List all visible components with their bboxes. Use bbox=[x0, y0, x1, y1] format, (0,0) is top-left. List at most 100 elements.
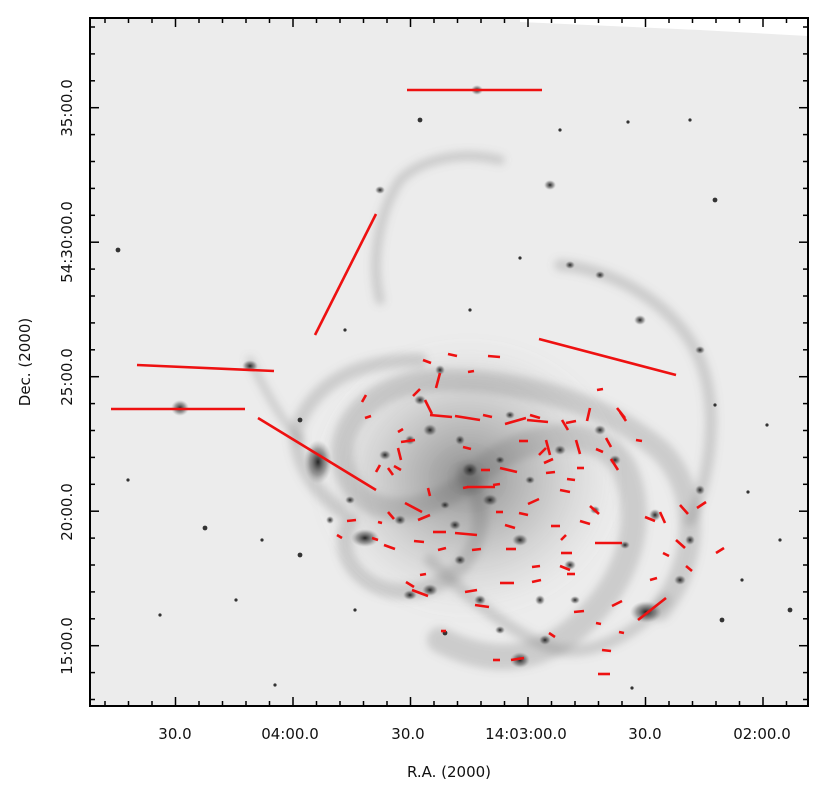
polarization-vector bbox=[544, 439, 552, 456]
galaxy-core-glow bbox=[318, 343, 618, 613]
polarization-vector bbox=[346, 518, 357, 523]
polarization-vector bbox=[404, 501, 423, 514]
star-forming-knot bbox=[403, 590, 417, 600]
star-forming-knot bbox=[422, 584, 438, 596]
star-forming-knot bbox=[440, 501, 450, 509]
polarization-vector bbox=[492, 482, 501, 487]
field-star bbox=[353, 608, 357, 612]
star-forming-knot bbox=[345, 496, 355, 504]
field-stars bbox=[115, 117, 793, 690]
polarization-vector bbox=[679, 504, 689, 515]
field-star bbox=[746, 490, 750, 494]
polarization-vectors bbox=[111, 88, 725, 676]
polarization-vector bbox=[471, 547, 482, 552]
polarization-vector bbox=[429, 413, 453, 419]
star-forming-knot bbox=[461, 462, 479, 478]
field-star bbox=[343, 328, 347, 332]
image-edge-blank bbox=[520, 18, 808, 36]
star-forming-knot bbox=[544, 180, 556, 190]
polarization-vector bbox=[464, 588, 478, 594]
polarization-vector bbox=[649, 576, 658, 582]
polarization-vector bbox=[426, 487, 432, 497]
star-forming-knot bbox=[455, 435, 465, 445]
star-forming-knot bbox=[379, 450, 391, 460]
polarization-vector bbox=[526, 418, 549, 424]
polarization-vector bbox=[360, 394, 368, 403]
x-axis-title: R.A. (2000) bbox=[407, 763, 491, 781]
polarization-vector bbox=[538, 447, 547, 456]
field-star bbox=[297, 417, 303, 423]
polarization-vector bbox=[596, 387, 604, 392]
field-star bbox=[713, 403, 717, 407]
star-forming-knot bbox=[595, 271, 605, 279]
polarization-vector bbox=[585, 407, 592, 422]
polarization-vector bbox=[387, 511, 395, 520]
polarization-vector bbox=[531, 578, 542, 584]
field-star bbox=[558, 128, 562, 132]
field-star bbox=[417, 117, 423, 123]
field-star bbox=[740, 578, 744, 582]
star-forming-knot bbox=[525, 476, 535, 484]
polarization-vector bbox=[573, 609, 585, 614]
polarization-vector bbox=[604, 437, 613, 448]
x-tick-labels: 30.0 04:00.0 30.0 14:03:00.0 30.0 02:00.… bbox=[158, 725, 790, 743]
polarization-vector bbox=[383, 543, 396, 551]
field-star bbox=[518, 256, 522, 260]
polarization-vector bbox=[257, 416, 377, 492]
polarization-vector bbox=[560, 534, 567, 541]
polarization-vector bbox=[543, 457, 554, 465]
field-star bbox=[688, 118, 692, 122]
polarization-vector bbox=[467, 369, 475, 374]
polarization-vector bbox=[474, 603, 490, 609]
y-axis-title: Dec. (2000) bbox=[16, 318, 34, 406]
field-star bbox=[126, 478, 130, 482]
star-forming-knot bbox=[423, 424, 437, 436]
polarization-vector bbox=[412, 388, 421, 397]
star-forming-knot bbox=[512, 534, 528, 546]
x-tick-label: 30.0 bbox=[158, 725, 191, 743]
field-star bbox=[778, 538, 782, 542]
star-forming-knot bbox=[454, 555, 466, 565]
polarization-vector bbox=[417, 513, 431, 522]
star-forming-knot bbox=[495, 456, 505, 464]
field-star bbox=[765, 423, 769, 427]
star-forming-knot bbox=[351, 529, 379, 547]
polarization-vector bbox=[574, 439, 582, 455]
star-forming-knot bbox=[565, 261, 575, 269]
polarization-vector bbox=[662, 551, 670, 558]
star-forming-knot bbox=[685, 535, 695, 545]
polarization-vector bbox=[618, 630, 625, 635]
polarization-vector bbox=[504, 416, 527, 426]
polarization-vector bbox=[136, 363, 275, 373]
polarization-vector bbox=[364, 414, 372, 420]
polarization-vector bbox=[396, 447, 403, 461]
y-tick-label: 15:00.0 bbox=[58, 617, 76, 675]
field-star bbox=[297, 552, 303, 558]
polarization-vector bbox=[615, 407, 627, 419]
x-tick-label: 30.0 bbox=[391, 725, 424, 743]
star-forming-knot bbox=[474, 595, 486, 605]
y-tick-label: 20:00.0 bbox=[58, 483, 76, 541]
polarization-vector bbox=[434, 372, 442, 389]
x-tick-label: 30.0 bbox=[628, 725, 661, 743]
polarization-vector bbox=[548, 631, 556, 639]
star-forming-knot bbox=[482, 494, 498, 506]
polarization-vector bbox=[658, 511, 667, 524]
polarization-vector bbox=[422, 358, 432, 365]
polarization-vector bbox=[518, 511, 529, 517]
axis-ticks bbox=[90, 18, 808, 706]
polarization-vector bbox=[559, 564, 571, 572]
polarization-vector bbox=[595, 621, 602, 626]
polarization-vector bbox=[529, 413, 541, 420]
polarization-vector bbox=[579, 519, 591, 526]
star-forming-knot bbox=[695, 485, 705, 495]
star-forming-knot bbox=[505, 411, 515, 419]
polarization-vector bbox=[566, 477, 576, 482]
star-forming-knot bbox=[510, 652, 530, 668]
star-forming-knot bbox=[620, 541, 630, 549]
polarization-vector bbox=[531, 564, 541, 569]
star-forming-knot bbox=[535, 595, 545, 605]
polarization-vector bbox=[400, 438, 416, 444]
polarization-vector bbox=[609, 458, 620, 471]
